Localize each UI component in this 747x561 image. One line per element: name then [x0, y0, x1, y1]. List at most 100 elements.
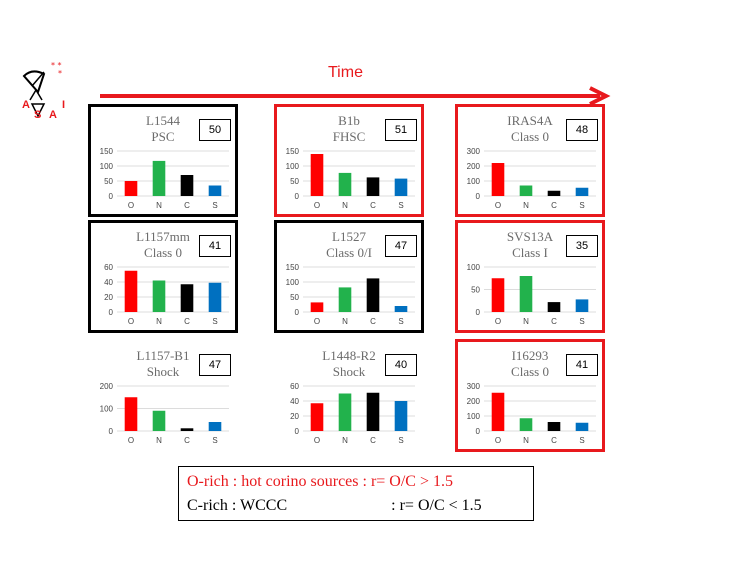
panel-source-class: Class I: [512, 245, 548, 260]
bar-chart: 0 50 100 150 O N C S: [286, 263, 415, 326]
x-tick-label: O: [128, 317, 134, 326]
y-tick-label: 150: [286, 263, 300, 272]
x-tick-label: O: [314, 317, 320, 326]
asiaa-logo: * * * A S A I: [18, 61, 70, 121]
bar-c: [547, 190, 561, 196]
x-tick-label: C: [184, 436, 190, 445]
bar-o: [310, 154, 324, 196]
bar-chart: 0 100 200 300 O N C S: [467, 382, 596, 445]
svg-text:*: *: [58, 69, 62, 78]
bar-n: [519, 185, 533, 196]
panel-l1157mm: L1157mm Class 0 41 0 20 40 60 O N C S: [88, 220, 238, 333]
bar-n: [338, 172, 352, 196]
x-tick-label: C: [184, 201, 190, 210]
x-tick-label: O: [314, 201, 320, 210]
x-tick-label: C: [551, 201, 557, 210]
x-tick-label: O: [495, 436, 501, 445]
bar-s: [575, 299, 589, 312]
bar-o: [491, 392, 505, 431]
bar-n: [152, 280, 166, 312]
bar-chart: 0 50 100 150 O N C S: [100, 147, 229, 210]
panel-source-name: I16293: [511, 348, 549, 363]
y-tick-label: 0: [109, 308, 114, 317]
y-tick-label: 100: [467, 263, 481, 272]
y-tick-label: 20: [104, 293, 113, 302]
time-label: Time: [328, 64, 363, 81]
y-tick-label: 150: [100, 147, 114, 156]
logo-letter-a: A: [22, 99, 30, 111]
x-tick-label: C: [370, 436, 376, 445]
y-tick-label: 60: [104, 263, 113, 272]
time-arrow: [100, 86, 611, 106]
bar-chart: 0 50 100 150 O N C S: [286, 147, 415, 210]
molecule-count-box: 35: [566, 235, 598, 257]
y-tick-label: 0: [476, 192, 481, 201]
y-tick-label: 0: [295, 192, 300, 201]
x-tick-label: N: [156, 436, 162, 445]
bar-c: [366, 392, 380, 431]
x-tick-label: N: [523, 201, 529, 210]
y-tick-label: 50: [104, 177, 113, 186]
bar-s: [208, 185, 222, 196]
molecule-count-box: 41: [566, 354, 598, 376]
x-tick-label: S: [398, 436, 403, 445]
bar-c: [547, 422, 561, 431]
bar-chart: 0 50 100 O N C S: [467, 263, 596, 326]
x-tick-label: N: [523, 436, 529, 445]
y-tick-label: 0: [109, 427, 114, 436]
panel-source-name: L1157-B1: [136, 348, 190, 363]
bar-n: [152, 160, 166, 196]
y-tick-label: 100: [100, 405, 114, 414]
panel-source-name: B1b: [338, 113, 360, 128]
y-tick-label: 300: [467, 147, 481, 156]
bar-s: [575, 422, 589, 431]
bar-s: [394, 306, 408, 312]
x-tick-label: C: [551, 436, 557, 445]
bar-o: [124, 397, 138, 431]
legend-row-o-rich: O-rich : hot corino sources : r= O/C > 1…: [187, 473, 453, 490]
y-tick-label: 150: [286, 147, 300, 156]
x-tick-label: C: [551, 317, 557, 326]
bar-n: [519, 276, 533, 312]
bar-chart: 0 100 200 O N C S: [100, 382, 229, 445]
panel-source-class: Shock: [146, 364, 180, 379]
x-tick-label: O: [128, 436, 134, 445]
panel-source-name: SVS13A: [506, 229, 554, 244]
x-tick-label: N: [342, 317, 348, 326]
x-tick-label: S: [579, 436, 584, 445]
bar-c: [180, 428, 194, 431]
bar-s: [208, 422, 222, 431]
panel-l1544: L1544 PSC 50 0 50 100 150 O N C S: [88, 104, 238, 217]
panel-source-class: FHSC: [332, 129, 366, 144]
panel-svs13a: SVS13A Class I 35 0 50 100 O N C S: [455, 220, 605, 333]
x-tick-label: N: [342, 436, 348, 445]
y-tick-label: 100: [467, 177, 481, 186]
y-tick-label: 50: [290, 177, 299, 186]
y-tick-label: 100: [467, 412, 481, 421]
x-tick-label: S: [212, 436, 217, 445]
bar-chart: 0 100 200 300 O N C S: [467, 147, 596, 210]
bar-chart: 0 20 40 60 O N C S: [104, 263, 229, 326]
x-tick-label: N: [156, 201, 162, 210]
bar-n: [519, 418, 533, 431]
panel-source-class: Class 0: [144, 245, 182, 260]
y-tick-label: 100: [100, 162, 114, 171]
x-tick-label: S: [212, 201, 217, 210]
y-tick-label: 200: [467, 162, 481, 171]
panel-source-class: Class 0/I: [326, 245, 372, 260]
x-tick-label: S: [398, 201, 403, 210]
svg-text:* *: * *: [51, 62, 62, 70]
panel-b1b: B1b FHSC 51 0 50 100 150 O N C S: [274, 104, 424, 217]
bar-o: [124, 270, 138, 312]
bar-s: [208, 282, 222, 312]
molecule-count-box: 47: [385, 235, 417, 257]
logo-letter-i: I: [62, 99, 65, 111]
bar-c: [180, 175, 194, 196]
bar-n: [338, 393, 352, 431]
x-tick-label: N: [156, 317, 162, 326]
panel-source-name: L1448-R2: [322, 348, 376, 363]
bar-o: [310, 403, 324, 431]
bar-chart: 0 20 40 60 O N C S: [290, 382, 415, 445]
logo-letter-s: S: [34, 109, 41, 120]
panel-iras4a: IRAS4A Class 0 48 0 100 200 300 O N C S: [455, 104, 605, 217]
